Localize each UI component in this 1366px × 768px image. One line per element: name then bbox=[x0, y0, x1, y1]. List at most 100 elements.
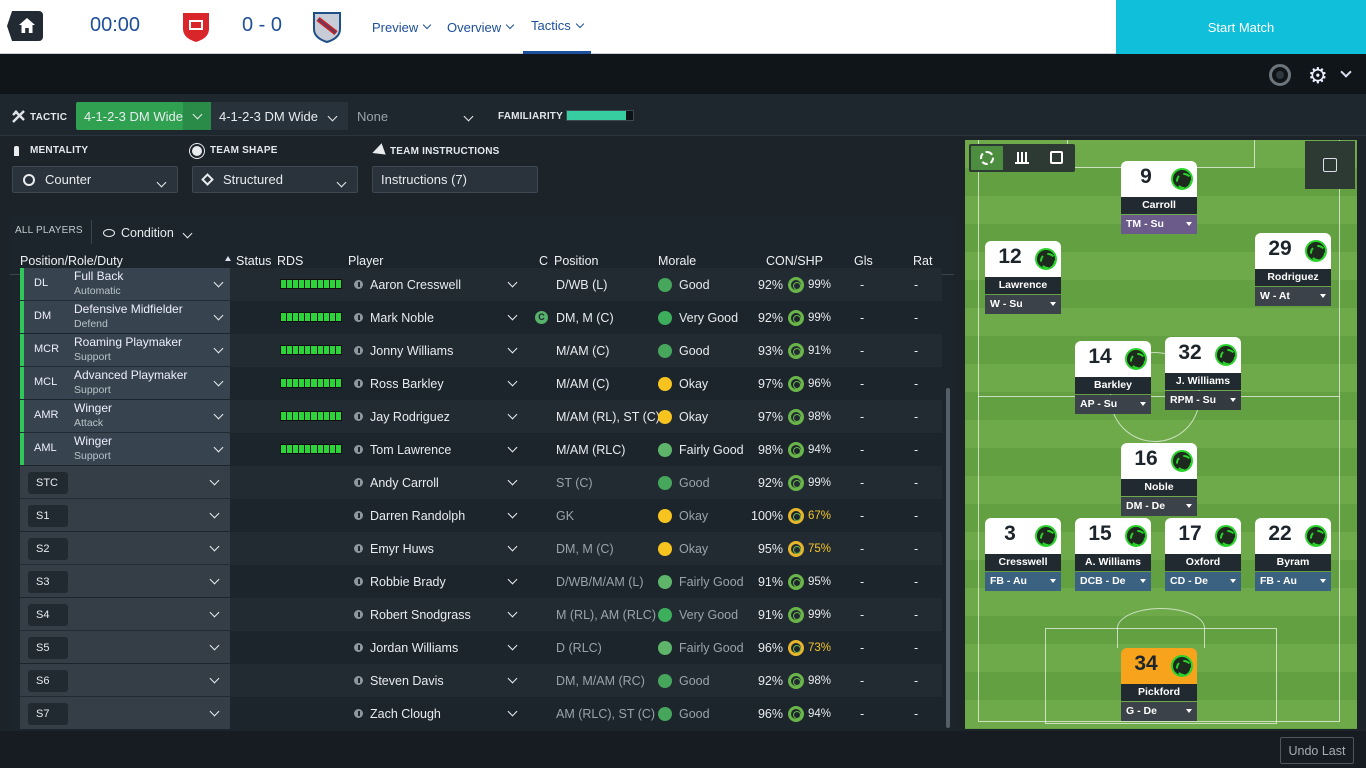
nav-preview[interactable]: Preview bbox=[372, 0, 432, 54]
chevron-down-icon[interactable] bbox=[507, 598, 518, 631]
player-name[interactable]: Tom Lawrence bbox=[370, 442, 452, 457]
player-cell[interactable]: Zach Clough bbox=[354, 697, 441, 730]
player-card[interactable]: 12 Lawrence W - Su bbox=[985, 241, 1061, 319]
chevron-down-icon[interactable] bbox=[507, 400, 518, 433]
player-cell[interactable]: Mark Noble bbox=[354, 301, 434, 334]
role-selector[interactable]: S7 bbox=[20, 697, 230, 729]
info-icon[interactable] bbox=[354, 412, 363, 421]
role-selector[interactable]: DM Defensive Midfielder Defend bbox=[20, 301, 230, 333]
card-role-dropdown[interactable]: W - At bbox=[1255, 287, 1331, 306]
card-role-dropdown[interactable]: TM - Su bbox=[1121, 215, 1197, 234]
player-cell[interactable]: Emyr Huws bbox=[354, 532, 434, 565]
player-name[interactable]: Aaron Cresswell bbox=[370, 277, 462, 292]
player-cell[interactable]: Jordan Williams bbox=[354, 631, 458, 664]
col-player[interactable]: Player bbox=[348, 254, 384, 268]
role-selector[interactable]: MCL Advanced Playmaker Support bbox=[20, 367, 230, 399]
table-row[interactable]: S3 Robbie Brady D/WB/M/AM (L) Fairly Good 9… bbox=[20, 565, 942, 598]
player-cell[interactable]: Jay Rodriguez bbox=[354, 400, 450, 433]
pitch-view-button[interactable] bbox=[971, 146, 1003, 170]
role-selector[interactable]: S6 bbox=[20, 664, 230, 696]
card-role-dropdown[interactable]: FB - Au bbox=[985, 572, 1061, 591]
col-rds[interactable]: RDS bbox=[277, 254, 304, 268]
info-icon[interactable] bbox=[354, 346, 363, 355]
info-icon[interactable] bbox=[354, 544, 363, 553]
chevron-down-icon[interactable] bbox=[507, 664, 518, 697]
table-row[interactable]: S1 Darren Randolph GK Okay 100% 67% - - bbox=[20, 499, 942, 532]
tactic-third-dropdown[interactable]: None bbox=[348, 102, 484, 130]
chevron-down-icon[interactable] bbox=[507, 631, 518, 664]
chevron-down-icon[interactable] bbox=[507, 433, 518, 466]
player-cell[interactable]: Robbie Brady bbox=[354, 565, 446, 598]
table-row[interactable]: MCL Advanced Playmaker Support Ross Bark… bbox=[20, 367, 942, 400]
player-card[interactable]: 34 Pickford G - De bbox=[1121, 648, 1197, 726]
table-row[interactable]: AMR Winger Attack Jay Rodriguez M/AM (RL)… bbox=[20, 400, 942, 433]
view-dropdown[interactable]: Condition bbox=[103, 226, 193, 240]
scrollbar[interactable] bbox=[946, 388, 950, 728]
chevron-down-icon[interactable] bbox=[507, 532, 518, 565]
player-card[interactable]: 32 J. Williams RPM - Su bbox=[1165, 337, 1241, 415]
info-icon[interactable] bbox=[354, 280, 363, 289]
home-button[interactable] bbox=[7, 11, 43, 41]
col-morale[interactable]: Morale bbox=[658, 254, 697, 268]
player-name[interactable]: Zach Clough bbox=[370, 706, 441, 721]
role-selector[interactable]: S5 bbox=[20, 631, 230, 663]
role-selector[interactable]: STC bbox=[20, 466, 230, 498]
player-name[interactable]: Ross Barkley bbox=[370, 376, 444, 391]
card-role-dropdown[interactable]: CD - De bbox=[1165, 572, 1241, 591]
info-icon[interactable] bbox=[354, 478, 363, 487]
table-row[interactable]: S6 Steven Davis DM, M/AM (RC) Good 92% 98% - - bbox=[20, 664, 942, 697]
role-selector[interactable]: AMR Winger Attack bbox=[20, 400, 230, 432]
nav-overview[interactable]: Overview bbox=[447, 0, 515, 54]
info-icon[interactable] bbox=[354, 610, 363, 619]
formation-icon[interactable] bbox=[1050, 151, 1063, 164]
player-card[interactable]: 15 A. Williams DCB - De bbox=[1075, 518, 1151, 596]
info-icon[interactable] bbox=[354, 676, 363, 685]
chevron-down-icon[interactable] bbox=[507, 301, 518, 334]
role-selector[interactable]: S4 bbox=[20, 598, 230, 630]
player-name[interactable]: Jordan Williams bbox=[370, 640, 459, 655]
player-cell[interactable]: Aaron Cresswell bbox=[354, 268, 461, 301]
info-icon[interactable] bbox=[354, 313, 363, 322]
chevron-down-icon[interactable] bbox=[507, 565, 518, 598]
collapse-panel-button[interactable] bbox=[1305, 141, 1355, 189]
role-selector[interactable]: S2 bbox=[20, 532, 230, 564]
chevron-down-icon[interactable] bbox=[507, 367, 518, 400]
player-name[interactable]: Emyr Huws bbox=[370, 541, 434, 556]
info-icon[interactable] bbox=[354, 511, 363, 520]
player-card[interactable]: 3 Cresswell FB - Au bbox=[985, 518, 1061, 596]
table-row[interactable]: S5 Jordan Williams D (RLC) Fairly Good 96% 7… bbox=[20, 631, 942, 664]
player-cell[interactable]: Tom Lawrence bbox=[354, 433, 451, 466]
chevron-down-icon[interactable] bbox=[507, 697, 518, 730]
role-selector[interactable]: DL Full Back Automatic bbox=[20, 268, 230, 300]
player-cell[interactable]: Robert Snodgrass bbox=[354, 598, 471, 631]
player-cell[interactable]: Darren Randolph bbox=[354, 499, 465, 532]
col-goals[interactable]: Gls bbox=[854, 254, 873, 268]
card-role-dropdown[interactable]: DM - De bbox=[1121, 497, 1197, 516]
player-cell[interactable]: Andy Carroll bbox=[354, 466, 439, 499]
info-icon[interactable] bbox=[354, 445, 363, 454]
player-cell[interactable]: Steven Davis bbox=[354, 664, 444, 697]
role-selector[interactable]: MCR Roaming Playmaker Support bbox=[20, 334, 230, 366]
role-selector[interactable]: S1 bbox=[20, 499, 230, 531]
team-shape-dropdown[interactable]: Structured bbox=[192, 166, 358, 193]
familiarity-bar[interactable] bbox=[566, 110, 634, 121]
table-row[interactable]: DL Full Back Automatic Aaron Cresswell D/… bbox=[20, 268, 942, 301]
start-match-button[interactable]: Start Match bbox=[1116, 0, 1366, 54]
player-name[interactable]: Mark Noble bbox=[370, 310, 434, 325]
info-icon[interactable] bbox=[354, 577, 363, 586]
player-card[interactable]: 22 Byram FB - Au bbox=[1255, 518, 1331, 596]
player-name[interactable]: Darren Randolph bbox=[370, 508, 466, 523]
table-row[interactable]: S4 Robert Snodgrass M (RL), AM (RLC) Very … bbox=[20, 598, 942, 631]
info-icon[interactable] bbox=[354, 709, 363, 718]
tactic-primary-dropdown[interactable]: 4-1-2-3 DM Wide bbox=[76, 102, 211, 130]
table-row[interactable]: S2 Emyr Huws DM, M (C) Okay 95% 75% - - bbox=[20, 532, 942, 565]
card-role-dropdown[interactable]: G - De bbox=[1121, 702, 1197, 721]
role-selector[interactable]: AML Winger Support bbox=[20, 433, 230, 465]
card-role-dropdown[interactable]: DCB - De bbox=[1075, 572, 1151, 591]
table-row[interactable]: DM Defensive Midfielder Defend Mark Nobl… bbox=[20, 301, 942, 334]
col-captain[interactable]: C bbox=[539, 254, 549, 268]
tactic-secondary-dropdown[interactable]: 4-1-2-3 DM Wide bbox=[211, 102, 348, 130]
chevron-down-icon[interactable] bbox=[507, 499, 518, 532]
record-icon[interactable] bbox=[1269, 64, 1291, 86]
chevron-down-icon[interactable] bbox=[507, 268, 518, 301]
